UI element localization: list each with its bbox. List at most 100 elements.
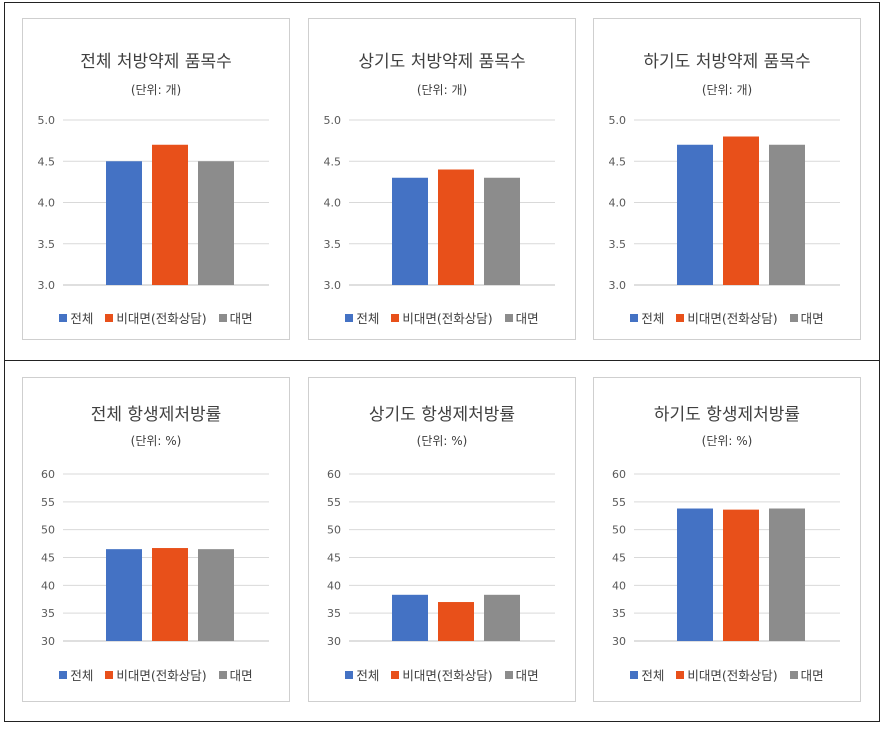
legend-label: 대면 [229,311,253,326]
y-tick-label: 30 [41,635,55,648]
legend-label: 대면 [800,311,824,326]
chart-title: 전체 처방약제 품목수 [80,52,232,72]
legend-item: 전체 [345,308,379,327]
chart-legend: 전체 비대면(전화상담) 대면 [23,308,289,327]
chart-unit: (단위: 개) [130,83,182,97]
legend-label: 전체 [356,668,380,683]
legend-label: 전체 [641,668,665,683]
legend-item: 전체 [630,665,664,684]
y-tick-label: 5.0 [609,114,627,127]
legend-label: 전체 [70,311,94,326]
y-tick-label: 3.5 [38,238,56,251]
legend-swatch [59,670,68,679]
chart-title: 하기도 처방약제 품목수 [643,52,811,72]
legend-item: 비대면(전화상담) [391,665,493,684]
y-tick-label: 35 [612,607,626,620]
bar-total [392,177,428,285]
bar-in-person [769,508,805,641]
y-tick-label: 45 [41,552,55,565]
y-tick-label: 50 [327,524,341,537]
legend-swatch [105,670,114,679]
chart-panel: 하기도 처방약제 품목수 (단위: 개) 3.0 3.5 4.0 4.5 5.0 전체 비대면(… [593,18,861,340]
legend-label: 대면 [800,668,824,683]
y-tick-label: 4.5 [324,155,342,168]
legend-label: 비대면(전화상담) [402,311,493,326]
y-tick-label: 3.5 [324,238,342,251]
y-tick-label: 40 [327,579,341,592]
y-tick-label: 35 [327,607,341,620]
chart-legend: 전체 비대면(전화상담) 대면 [309,308,575,327]
legend-swatch [345,313,354,322]
legend-item: 전체 [59,308,93,327]
chart-panel: 전체 항생제처방률 (단위: %) 30 35 40 45 50 55 60 전체 비대면(전화상담… [22,377,290,702]
legend-swatch [676,313,685,322]
legend-item: 전체 [59,665,93,684]
chart-legend: 전체 비대면(전화상담) 대면 [23,665,289,684]
y-tick-label: 40 [41,579,55,592]
bar-remote [723,136,759,285]
chart-unit: (단위: %) [416,434,468,448]
chart-plot: 30 35 40 45 50 55 60 [327,468,555,648]
chart-unit: (단위: 개) [416,83,468,97]
bar-total [106,549,142,641]
legend-label: 대면 [515,311,539,326]
legend-swatch [105,313,114,322]
y-tick-label: 3.0 [609,279,627,292]
legend-label: 전체 [70,668,94,683]
y-tick-label: 4.0 [609,197,627,210]
bar-in-person [484,177,520,285]
chart-legend: 전체 비대면(전화상담) 대면 [309,665,575,684]
y-tick-label: 50 [612,524,626,537]
bar-remote [723,509,759,641]
legend-item: 대면 [789,308,824,327]
legend-label: 비대면(전화상담) [687,668,778,683]
chart-unit: (단위: %) [701,434,753,448]
outer-frame [4,2,880,722]
chart-title: 상기도 처방약제 품목수 [358,52,526,72]
legend-swatch [630,670,639,679]
legend-label: 전체 [356,311,380,326]
legend-item: 대면 [504,665,539,684]
chart-unit: (단위: 개) [701,83,753,97]
y-tick-label: 55 [41,496,55,509]
legend-swatch [504,313,513,322]
y-tick-label: 45 [612,552,626,565]
chart-plot: 30 35 40 45 50 55 60 [41,468,269,648]
legend-item: 비대면(전화상담) [105,665,207,684]
legend-swatch [391,670,400,679]
y-tick-label: 60 [327,468,341,481]
chart-legend: 전체 비대면(전화상담) 대면 [594,665,860,684]
y-tick-label: 5.0 [38,114,56,127]
y-tick-label: 40 [612,579,626,592]
y-tick-label: 60 [612,468,626,481]
y-tick-label: 3.5 [609,238,627,251]
bar-in-person [198,549,234,641]
chart-panel: 하기도 항생제처방률 (단위: %) 30 35 40 45 50 55 60 전체 비대면(전화상… [593,377,861,702]
legend-label: 비대면(전화상담) [116,668,207,683]
legend-label: 전체 [641,311,665,326]
legend-swatch [218,313,227,322]
chart-panel: 상기도 처방약제 품목수 (단위: 개) 3.0 3.5 4.0 4.5 5.0 전체 비대면(… [308,18,576,340]
bar-remote [152,144,188,285]
legend-swatch [789,670,798,679]
legend-item: 전체 [345,665,379,684]
legend-item: 대면 [504,308,539,327]
bar-remote [152,548,188,641]
legend-swatch [504,670,513,679]
legend-item: 비대면(전화상담) [676,308,778,327]
y-tick-label: 4.0 [38,197,56,210]
chart-unit: (단위: %) [130,434,182,448]
legend-label: 비대면(전화상담) [116,311,207,326]
legend-swatch [789,313,798,322]
y-tick-label: 35 [41,607,55,620]
legend-swatch [345,670,354,679]
legend-swatch [59,313,68,322]
legend-label: 비대면(전화상담) [687,311,778,326]
chart-plot: 3.0 3.5 4.0 4.5 5.0 [324,114,555,292]
bar-total [677,144,713,285]
chart-panel: 상기도 항생제처방률 (단위: %) 30 35 40 45 50 55 60 전체 비대면(전화상… [308,377,576,702]
chart-title: 하기도 항생제처방률 [653,405,801,425]
legend-item: 대면 [218,665,253,684]
legend-label: 대면 [515,668,539,683]
chart-title: 상기도 항생제처방률 [368,405,516,425]
